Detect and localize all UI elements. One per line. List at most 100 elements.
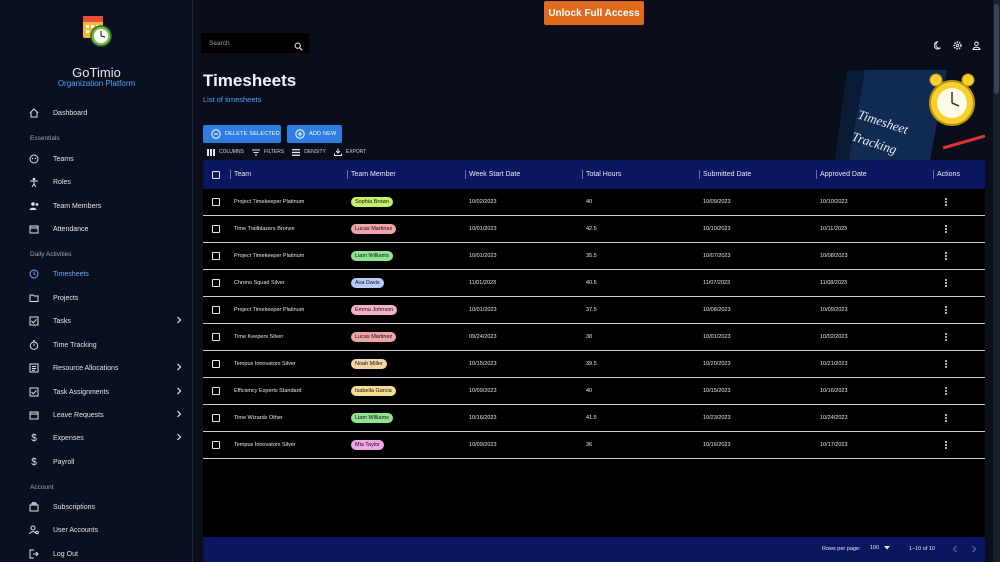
cell-approved-date: 10/11/2023	[820, 226, 848, 232]
chevron-right-icon	[176, 410, 182, 420]
sidebar-item-tasks[interactable]: Tasks	[28, 311, 188, 331]
cell-approved-date: 10/21/2023	[820, 361, 848, 367]
more-actions-icon[interactable]	[945, 306, 948, 315]
sidebar-item-teams[interactable]: Teams	[28, 149, 188, 169]
cell-team-member: Isabella Garcia	[351, 378, 396, 404]
columns-label: COLUMNS	[219, 149, 245, 155]
dollar-icon: $	[31, 456, 37, 468]
columns-button[interactable]: COLUMNS	[207, 148, 245, 156]
sidebar-item-label: Time Tracking	[53, 341, 97, 349]
sidebar-item-expenses[interactable]: $ Expenses	[28, 428, 188, 448]
more-actions-icon[interactable]	[945, 333, 948, 342]
row-checkbox[interactable]	[212, 432, 220, 458]
cell-submitted-date: 11/07/2023	[703, 280, 731, 286]
sidebar-item-subscriptions[interactable]: Subscriptions	[28, 497, 188, 517]
previous-page-icon[interactable]	[952, 545, 958, 555]
user-profile-icon[interactable]	[972, 37, 981, 55]
checkbox-icon	[28, 386, 40, 398]
sidebar-item-user-accounts[interactable]: User Accounts	[28, 520, 188, 540]
more-actions-icon[interactable]	[945, 279, 948, 288]
columns-icon	[207, 148, 215, 156]
density-button[interactable]: DENSITY	[292, 148, 326, 156]
search-icon[interactable]	[294, 38, 303, 56]
export-button[interactable]: EXPORT	[333, 148, 367, 156]
more-actions-icon[interactable]	[945, 387, 948, 396]
table-row[interactable]: Time Wizards Other Liam Williams 10/16/202…	[203, 405, 985, 432]
table-row[interactable]: Project Timekeeper Platinum Liam Williams…	[203, 243, 985, 270]
sidebar-item-time-tracking[interactable]: Time Tracking	[28, 335, 188, 355]
sidebar-item-resource-allocations[interactable]: Resource Allocations	[28, 358, 188, 378]
cell-week-start-date: 10/15/2023	[469, 361, 497, 367]
table-row[interactable]: Time Trailblazers Bronze Lucas Martinez 10…	[203, 216, 985, 243]
sidebar-item-label: User Accounts	[53, 526, 99, 534]
dark-mode-icon[interactable]	[933, 37, 943, 55]
cell-week-start-date: 10/09/2023	[469, 442, 497, 448]
more-actions-icon[interactable]	[945, 441, 948, 450]
column-header-week-start-date[interactable]: Week Start Date	[465, 160, 520, 189]
sidebar-item-label: Resource Allocations	[53, 364, 119, 372]
download-icon	[333, 148, 342, 156]
add-new-button[interactable]: ADD NEW	[287, 125, 342, 143]
sidebar-item-attendance[interactable]: Attendance	[28, 219, 188, 239]
cell-submitted-date: 10/01/2023	[703, 334, 731, 340]
sidebar-item-team-members[interactable]: Team Members	[28, 196, 188, 216]
column-header-approved-date[interactable]: Approved Date	[816, 160, 867, 189]
row-checkbox[interactable]	[212, 378, 220, 404]
table-row[interactable]: Tempus Innovators Silver Mia Taylor 10/09/…	[203, 432, 985, 459]
sidebar-item-log-out[interactable]: Log Out	[28, 544, 188, 562]
more-actions-icon[interactable]	[945, 198, 948, 207]
more-actions-icon[interactable]	[945, 252, 948, 261]
column-header-team[interactable]: Team	[230, 160, 251, 189]
cell-submitted-date: 10/09/2023	[703, 199, 731, 205]
scrollbar-thumb[interactable]	[994, 4, 999, 94]
more-actions-icon[interactable]	[945, 360, 948, 369]
member-chip: Ava Davis	[351, 278, 384, 288]
row-checkbox[interactable]	[212, 270, 220, 296]
page-scrollbar[interactable]	[993, 0, 1000, 562]
row-checkbox[interactable]	[212, 216, 220, 242]
rows-per-page-select[interactable]: 100	[870, 545, 891, 551]
row-checkbox[interactable]	[212, 297, 220, 323]
table-row[interactable]: Tempus Innovators Silver Noah Miller 10/15…	[203, 351, 985, 378]
sidebar-item-label: Payroll	[53, 458, 75, 466]
row-checkbox[interactable]	[212, 189, 220, 215]
sidebar-item-task-assignments[interactable]: Task Assignments	[28, 382, 188, 402]
sidebar-item-projects[interactable]: Projects	[28, 288, 188, 308]
folder-icon	[28, 292, 40, 304]
row-checkbox[interactable]	[212, 243, 220, 269]
row-checkbox[interactable]	[212, 405, 220, 431]
next-page-icon[interactable]	[971, 545, 977, 555]
sidebar-item-label: Leave Requests	[53, 411, 104, 419]
row-checkbox[interactable]	[212, 324, 220, 350]
filters-button[interactable]: FILTERS	[252, 149, 284, 156]
table-footer: Rows per page: 100 1–10 of 10	[203, 537, 985, 562]
select-all-checkbox[interactable]	[212, 160, 220, 189]
column-header-submitted-date[interactable]: Submitted Date	[699, 160, 751, 189]
remove-circle-icon	[211, 129, 221, 139]
sidebar-item-leave-requests[interactable]: Leave Requests	[28, 405, 188, 425]
cell-submitted-date: 10/15/2023	[703, 388, 731, 394]
column-header-team-member[interactable]: Team Member	[347, 160, 396, 189]
sidebar-item-payroll[interactable]: $ Payroll	[28, 452, 188, 472]
table-row[interactable]: Time Keepers Silver Lucas Martinez 09/24/2…	[203, 324, 985, 351]
settings-icon[interactable]	[953, 37, 962, 55]
export-label: EXPORT	[345, 149, 367, 155]
table-row[interactable]: Chrono Squad Silver Ava Davis 11/01/2023 40…	[203, 270, 985, 297]
more-actions-icon[interactable]	[945, 414, 948, 423]
density-icon	[292, 148, 301, 156]
table-row[interactable]: Project Timekeeper Platinum Emma Johnson 1…	[203, 297, 985, 324]
table-row[interactable]: Project Timekeeper Platinum Sophia Brown 1…	[203, 189, 985, 216]
cell-team: Efficiency Experts Standard	[234, 388, 302, 394]
row-checkbox[interactable]	[212, 351, 220, 377]
sidebar-item-timesheets[interactable]: Timesheets	[28, 264, 188, 284]
sidebar-item-dashboard[interactable]: Dashboard	[28, 103, 188, 123]
unlock-full-access-button[interactable]: Unlock Full Access	[544, 1, 644, 25]
table-row[interactable]: Efficiency Experts Standard Isabella Garc…	[203, 378, 985, 405]
delete-selected-button[interactable]: DELETE SELECTED	[203, 125, 281, 143]
page-subtitle: List of timesheets	[203, 95, 262, 104]
search-input[interactable]	[209, 39, 289, 47]
table-header: Team Team Member Week Start Date Total H…	[203, 160, 985, 189]
sidebar-item-roles[interactable]: Roles	[28, 172, 188, 192]
more-actions-icon[interactable]	[945, 225, 948, 234]
column-header-total-hours[interactable]: Total Hours	[582, 160, 621, 189]
